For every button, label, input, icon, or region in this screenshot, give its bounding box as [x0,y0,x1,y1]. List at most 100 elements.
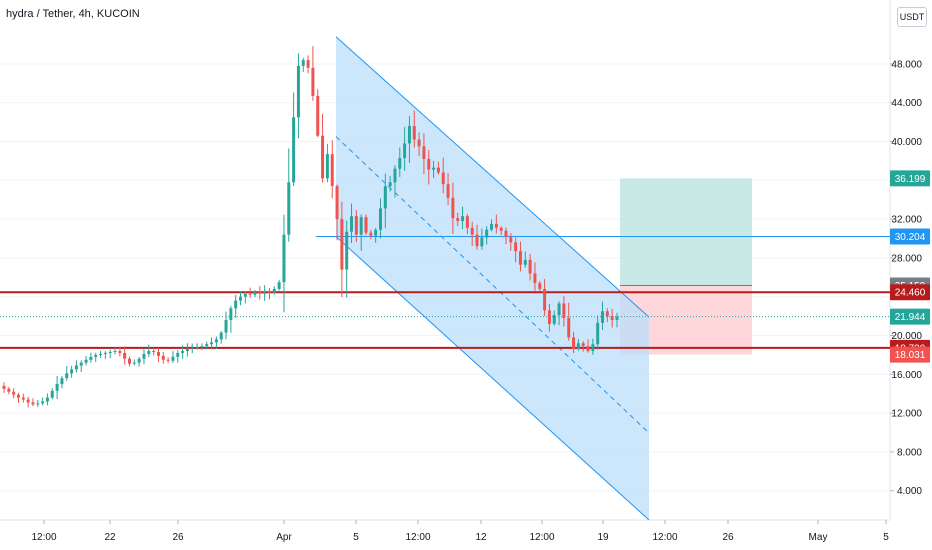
candle-body [79,362,83,366]
candle-body [243,293,247,297]
candle-body [185,349,189,352]
y-tick-label: 20.000 [891,331,922,342]
candle-body [239,296,243,301]
candle-body [200,346,204,348]
candle-body [350,216,354,232]
candle-body [596,322,600,345]
candle-body [161,355,165,360]
candle-body [26,399,30,403]
candle-body [166,359,170,361]
candle [465,214,469,235]
candle-body [292,117,296,183]
candle [475,224,479,250]
x-tick-label: 22 [104,532,116,543]
x-tick-label: Apr [276,532,292,543]
candle [538,280,542,292]
candle-body [441,172,445,185]
candle-body [407,125,411,144]
candle-body [181,351,185,353]
candle-body [224,319,228,333]
candle [422,133,426,175]
candle [417,132,421,157]
candle-body [50,390,54,398]
candle-body [581,343,585,347]
candle [369,229,373,240]
candle [547,303,551,332]
candle-body [528,259,532,274]
candle-body [272,288,276,293]
candle [219,331,223,344]
candle-body [301,60,305,66]
candle [354,210,358,243]
candle-body [335,186,339,220]
candle [65,366,69,381]
candle-body [345,231,349,270]
candle [388,175,392,192]
candle [166,357,170,364]
candle [84,356,88,366]
candle-body [610,316,614,320]
candle [325,143,329,183]
candle [253,290,257,298]
y-tick-label: 12.000 [891,409,922,420]
candle [562,296,566,327]
candle [378,198,382,239]
candle-body [137,358,141,363]
candle [572,331,576,353]
candle-body [277,282,281,289]
candle [393,165,397,198]
candle-body [330,154,334,187]
y-tick-label: 4.000 [897,486,922,497]
candle-body [446,184,450,198]
candle-body [436,167,440,173]
candle-body [31,402,35,405]
candle-body [205,344,209,347]
price-badge: 18.031 [890,346,930,363]
candle-body [354,216,358,235]
candle-body [393,168,397,183]
candle [137,357,141,367]
candle-body [325,154,329,179]
candle-body [176,352,180,357]
candle [89,352,93,363]
candle [127,356,131,367]
candle [340,201,344,298]
candle [214,336,218,350]
price-badge-bg [890,170,930,187]
candle [50,388,54,400]
price-badge-bg [890,228,930,245]
candle [504,227,508,245]
candle [277,279,281,291]
currency-badge[interactable]: USDT [897,7,927,27]
candle [12,388,16,399]
candle [403,127,407,171]
candle [108,349,112,359]
candle-body [263,290,267,294]
candle [557,301,561,326]
candle [181,345,185,359]
candle [427,150,431,185]
candle [263,285,267,301]
candle-body [562,303,566,319]
candle [441,157,445,194]
candle-body [504,230,508,237]
candle [364,214,368,236]
candle [523,251,527,268]
candle-body [253,291,257,295]
candle [70,365,74,378]
candle-body [113,351,117,353]
candle [518,241,522,272]
candle-body [567,318,571,338]
candle [335,184,339,241]
candle-body [605,311,609,317]
y-tick-label: 48.000 [891,59,922,70]
candle [282,214,286,313]
candle-body [615,316,619,320]
candle-body [267,290,271,293]
price-badge-bg [890,284,930,301]
candle-body [388,182,392,187]
candle [296,53,300,139]
candle-body [171,356,175,361]
candle-body [306,60,310,68]
candle-body [586,346,590,352]
